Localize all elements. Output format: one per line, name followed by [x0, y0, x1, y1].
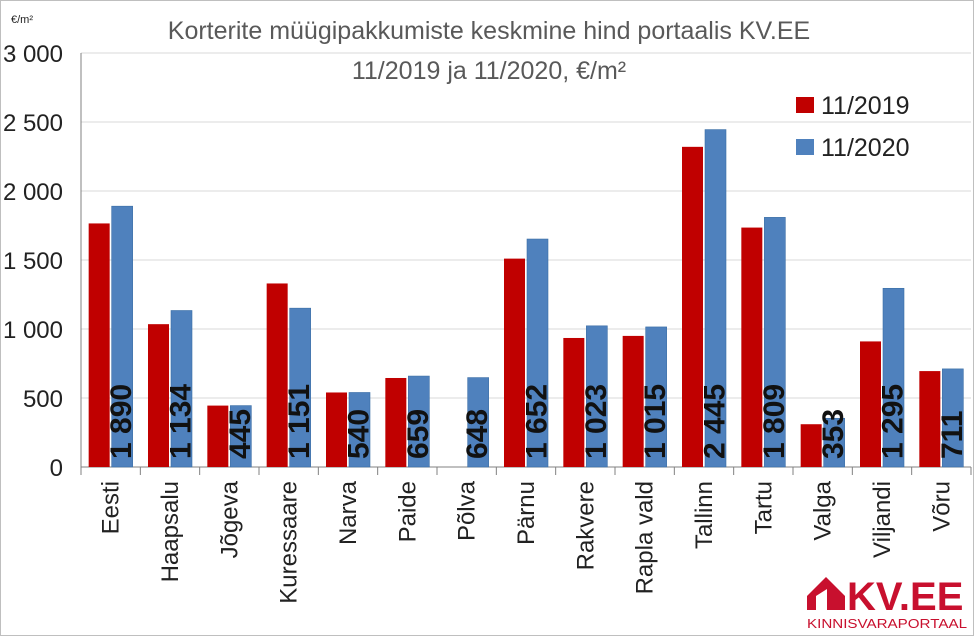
data-label: 1 809 [758, 384, 791, 459]
bar-11-2019 [800, 424, 822, 467]
x-tick-label: Jõgeva [216, 480, 243, 558]
y-tick-label: 2 500 [3, 110, 63, 137]
bar-11-2019 [207, 405, 229, 467]
data-label: 1 151 [283, 384, 316, 459]
house-logo-icon [807, 577, 845, 610]
x-tick-label: Narva [335, 480, 362, 545]
bar-11-2020 [526, 238, 549, 468]
legend-label-2020: 11/2020 [821, 134, 910, 162]
bar-11-2020 [170, 310, 193, 468]
bar-11-2019 [88, 223, 110, 467]
bar-11-2020 [289, 307, 311, 468]
bar-11-2019 [682, 146, 703, 467]
x-tick-label: Tallinn [691, 481, 718, 549]
logo-subtext: KINNISVARAPORTAAL [807, 616, 967, 631]
x-tick-label: Pärnu [513, 481, 540, 545]
y-tick-label: 1 000 [3, 317, 63, 344]
y-tick-label: 2 000 [3, 179, 63, 206]
legend-swatch-2020 [796, 139, 814, 155]
unit-label: €/m² [11, 14, 33, 26]
logo-text: KV.EE [847, 575, 963, 619]
y-tick-label: 0 [50, 455, 63, 482]
data-label: 540 [343, 409, 376, 459]
bar-11-2019 [860, 341, 881, 467]
data-label: 711 [936, 411, 969, 459]
bar-11-2019 [622, 335, 644, 467]
x-tick-label: Rapla vald [632, 481, 659, 594]
bar-11-2020 [704, 129, 727, 468]
data-label: 1 295 [877, 384, 910, 459]
data-label: 1 652 [521, 384, 554, 459]
chart-title-line1: Korterite müügipakkumiste keskmine hind … [168, 17, 810, 45]
bars [88, 129, 964, 468]
bar-11-2020 [645, 326, 667, 468]
x-tick-label: Paide [394, 481, 421, 542]
legend-label-2019: 11/2019 [821, 92, 910, 120]
data-label: 1 023 [580, 384, 613, 459]
bar-11-2020 [882, 287, 905, 468]
data-label: 1 134 [165, 384, 198, 459]
data-label: 648 [461, 409, 494, 459]
bar-11-2019 [148, 324, 169, 467]
data-label: 659 [402, 409, 435, 459]
y-tick-label: 500 [23, 386, 63, 413]
bar-11-2019 [266, 283, 288, 467]
x-tick-label: Võru [928, 481, 955, 532]
bar-11-2020 [764, 217, 786, 468]
bar-11-2020 [586, 325, 608, 468]
x-tick-label: Viljandi [869, 481, 896, 558]
data-label: 1 890 [105, 384, 138, 459]
bar-11-2019 [504, 258, 525, 467]
x-tick-label: Kuressaare [276, 481, 303, 604]
y-tick-label: 3 000 [3, 41, 63, 68]
x-tick-label: Valga [810, 480, 837, 540]
bar-11-2020 [111, 205, 133, 468]
x-tick-label: Rakvere [572, 481, 599, 570]
bar-11-2020 [408, 375, 430, 468]
data-label: 1 015 [639, 384, 672, 459]
y-tick-label: 1 500 [3, 248, 63, 275]
data-label: 353 [817, 409, 850, 459]
bar-11-2019 [741, 227, 763, 467]
bar-11-2020 [230, 405, 252, 468]
bar-11-2019 [326, 392, 347, 467]
kv-logo: KV.EE KINNISVARAPORTAAL [807, 575, 967, 631]
bar-11-2019 [563, 337, 585, 467]
x-tick-label: Haapsalu [157, 481, 184, 582]
bar-11-2019 [385, 377, 407, 467]
data-label: 445 [224, 409, 257, 459]
bar-11-2020 [823, 417, 845, 468]
x-axis-labels: Eesti Haapsalu Jõgeva Kuressaare Narva Paide P… [98, 480, 956, 603]
bar-11-2020 [942, 368, 964, 468]
x-tick-label: Eesti [98, 481, 125, 534]
x-tick-label: Tartu [750, 481, 777, 534]
legend: 11/2019 11/2020 [796, 92, 910, 162]
bar-11-2020 [348, 392, 371, 468]
data-label: 2 445 [699, 384, 732, 459]
gridlines [80, 52, 972, 475]
bar-11-2019 [919, 371, 941, 467]
y-axis-ticks: 0 500 1 000 1 500 2 000 2 500 3 000 [3, 41, 63, 482]
bar-11-2020 [467, 377, 489, 468]
chart-title-line2: 11/2019 ja 11/2020, €/m² [352, 57, 626, 85]
data-labels: 1 890 1 134 445 1 151 540 659 648 1 652 1 023 1 0… [105, 384, 969, 459]
x-tick-label: Põlva [454, 480, 481, 541]
legend-swatch-2019 [796, 97, 814, 113]
